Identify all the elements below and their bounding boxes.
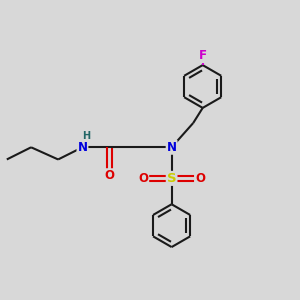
- Text: F: F: [199, 49, 207, 62]
- Text: O: O: [138, 172, 148, 185]
- Text: H: H: [82, 131, 91, 141]
- Text: S: S: [167, 172, 176, 185]
- Text: O: O: [195, 172, 205, 185]
- Text: O: O: [104, 169, 115, 182]
- Text: N: N: [77, 141, 87, 154]
- Text: N: N: [167, 141, 177, 154]
